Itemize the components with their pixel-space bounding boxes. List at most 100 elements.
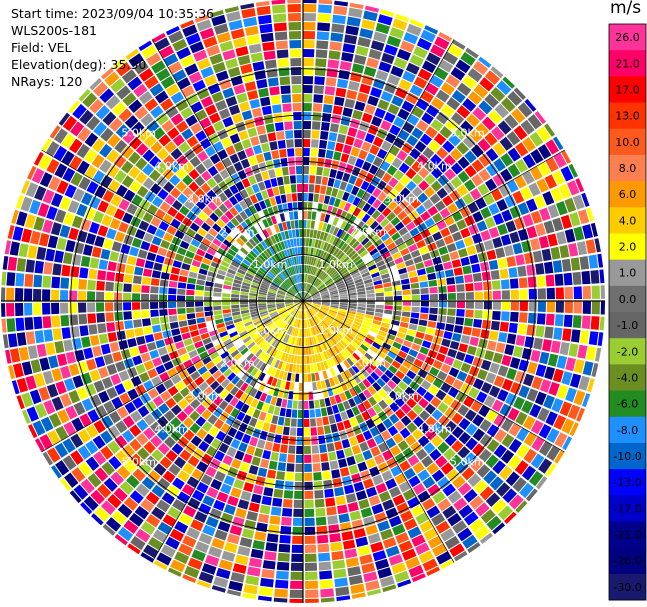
velocity-gate xyxy=(404,204,415,215)
velocity-gate xyxy=(544,326,554,339)
velocity-gate xyxy=(330,303,339,307)
velocity-gate xyxy=(380,9,395,17)
velocity-gate xyxy=(347,194,356,204)
velocity-gate xyxy=(303,292,307,301)
velocity-gate xyxy=(329,168,337,179)
velocity-gate xyxy=(418,167,430,179)
velocity-gate xyxy=(509,205,521,219)
velocity-gate xyxy=(467,91,483,106)
colorbar-tick-label: 17.0 xyxy=(615,83,640,96)
velocity-gate xyxy=(353,275,362,281)
velocity-gate xyxy=(303,292,307,301)
velocity-gate xyxy=(372,78,386,90)
velocity-gate xyxy=(446,242,457,253)
velocity-gate xyxy=(397,210,408,221)
velocity-gate xyxy=(383,111,396,124)
velocity-gate xyxy=(383,286,393,292)
velocity-gate xyxy=(368,264,377,271)
velocity-gate xyxy=(366,184,376,194)
velocity-gate xyxy=(436,271,446,279)
velocity-gate xyxy=(427,205,439,217)
velocity-gate xyxy=(330,291,339,295)
velocity-gate xyxy=(381,207,392,217)
velocity-gate xyxy=(471,159,485,173)
velocity-gate xyxy=(522,170,535,185)
velocity-gate xyxy=(469,188,482,201)
velocity-gate xyxy=(478,56,492,69)
velocity-gate xyxy=(325,186,333,196)
velocity-gate xyxy=(389,27,405,39)
velocity-gate xyxy=(536,313,546,325)
velocity-gate xyxy=(411,106,425,119)
velocity-gate xyxy=(348,174,358,185)
velocity-gate xyxy=(375,69,389,81)
velocity-gate xyxy=(457,156,470,169)
velocity-gate xyxy=(308,285,314,293)
velocity-gate xyxy=(328,132,338,142)
velocity-gate xyxy=(513,217,526,230)
velocity-gate xyxy=(383,82,397,94)
velocity-gate xyxy=(332,227,340,236)
velocity-gate xyxy=(507,147,521,162)
velocity-gate xyxy=(450,112,465,126)
velocity-gate xyxy=(514,175,527,189)
velocity-gate xyxy=(331,272,340,280)
velocity-gate xyxy=(556,201,568,216)
velocity-gate xyxy=(477,183,490,196)
velocity-gate xyxy=(316,166,324,176)
velocity-gate xyxy=(352,255,361,264)
velocity-gate xyxy=(328,196,336,206)
velocity-gate xyxy=(320,130,329,140)
velocity-gate xyxy=(305,265,309,274)
velocity-gate xyxy=(318,286,327,292)
velocity-gate xyxy=(507,163,521,178)
velocity-gate xyxy=(434,36,450,50)
velocity-gate xyxy=(434,200,446,212)
velocity-gate xyxy=(373,224,383,234)
velocity-gate xyxy=(572,194,585,210)
velocity-gate xyxy=(413,46,428,59)
velocity-gate xyxy=(324,264,332,273)
velocity-gate xyxy=(463,179,476,192)
velocity-gate xyxy=(485,148,499,162)
velocity-gate xyxy=(306,229,311,238)
velocity-gate xyxy=(501,301,510,311)
velocity-gate xyxy=(424,25,439,35)
velocity-gate xyxy=(317,157,325,167)
velocity-gate xyxy=(518,277,528,289)
velocity-gate xyxy=(440,227,451,238)
velocity-gate xyxy=(364,172,375,183)
velocity-gate xyxy=(420,294,429,301)
velocity-gate xyxy=(435,89,450,103)
velocity-gate xyxy=(405,221,416,232)
velocity-gate xyxy=(563,314,573,328)
velocity-gate xyxy=(455,59,471,74)
velocity-gate xyxy=(360,180,370,191)
velocity-gate xyxy=(377,191,388,202)
velocity-gate xyxy=(335,208,343,218)
velocity-gate xyxy=(329,288,338,293)
velocity-gate xyxy=(303,58,314,67)
colorbar-tick-label: 4.0 xyxy=(619,214,637,227)
velocity-gate xyxy=(402,289,411,296)
velocity-gate xyxy=(380,218,390,228)
velocity-gate xyxy=(437,174,450,187)
velocity-gate xyxy=(325,223,332,233)
velocity-gate xyxy=(501,311,510,322)
velocity-gate xyxy=(410,312,420,319)
velocity-gate xyxy=(323,95,334,105)
velocity-gate xyxy=(345,281,355,287)
velocity-gate xyxy=(318,4,332,14)
velocity-gate xyxy=(351,240,360,250)
velocity-gate xyxy=(371,210,381,220)
velocity-gate xyxy=(328,255,335,264)
velocity-gate xyxy=(581,315,591,330)
velocity-gate xyxy=(305,238,310,247)
velocity-gate xyxy=(471,263,481,273)
colorbar-tick-label: 6.0 xyxy=(619,188,637,201)
velocity-gate xyxy=(336,78,349,89)
velocity-gate xyxy=(307,265,311,274)
velocity-gate xyxy=(306,283,310,292)
velocity-gate xyxy=(329,123,340,133)
velocity-gate xyxy=(330,270,338,278)
